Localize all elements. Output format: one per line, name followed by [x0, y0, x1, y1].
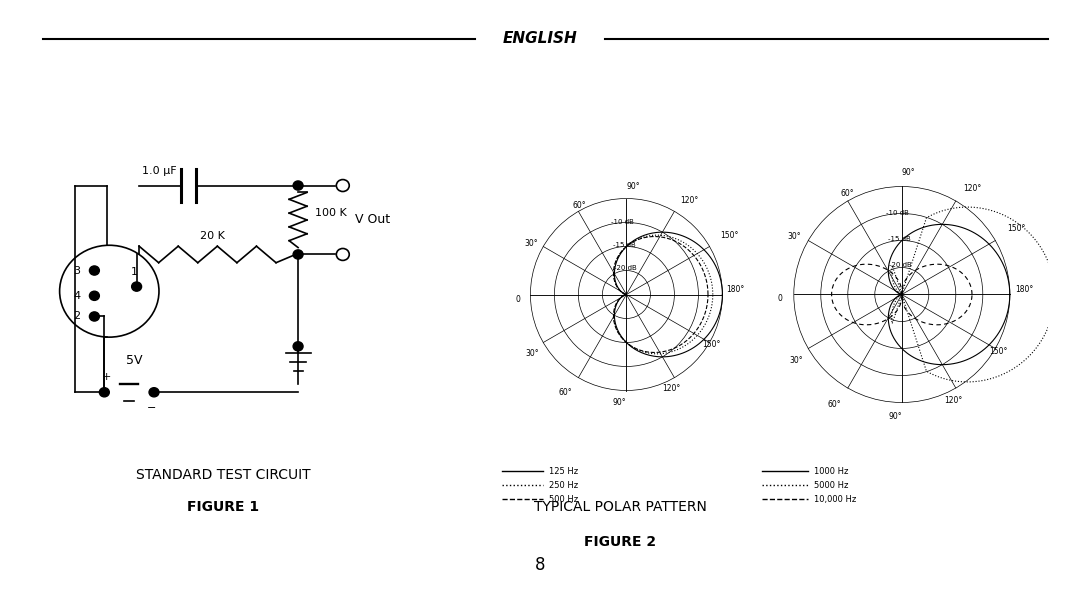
Text: V Out: V Out — [355, 213, 390, 227]
Circle shape — [99, 388, 109, 397]
Text: 3: 3 — [73, 266, 81, 276]
Text: 90°: 90° — [612, 399, 626, 408]
Text: 20 K: 20 K — [200, 231, 225, 241]
Text: 250 Hz: 250 Hz — [549, 481, 578, 490]
Text: 60°: 60° — [558, 389, 572, 398]
Text: -15 dB: -15 dB — [612, 242, 635, 248]
Circle shape — [90, 291, 99, 300]
Text: 30°: 30° — [524, 239, 538, 249]
Text: 180°: 180° — [726, 286, 744, 294]
Text: TYPICAL POLAR PATTERN: TYPICAL POLAR PATTERN — [534, 499, 706, 514]
Text: 8: 8 — [535, 557, 545, 574]
Text: FIGURE 1: FIGURE 1 — [188, 500, 259, 514]
Text: FIGURE 2: FIGURE 2 — [584, 535, 657, 549]
Text: 500 Hz: 500 Hz — [549, 495, 578, 504]
Text: 90°: 90° — [902, 168, 916, 177]
Text: 1: 1 — [131, 267, 137, 277]
Text: ENGLISH: ENGLISH — [502, 31, 578, 47]
Text: -20 dB: -20 dB — [613, 265, 636, 271]
Text: 100 K: 100 K — [315, 208, 347, 218]
Text: 60°: 60° — [572, 200, 585, 210]
Text: 1000 Hz: 1000 Hz — [814, 466, 849, 476]
Text: 4: 4 — [73, 291, 81, 301]
Text: +: + — [103, 372, 111, 382]
Text: 120°: 120° — [662, 384, 680, 393]
Text: 10,000 Hz: 10,000 Hz — [814, 495, 856, 504]
Text: 1.0 μF: 1.0 μF — [141, 166, 176, 176]
Text: -15 dB: -15 dB — [888, 236, 910, 242]
Text: 120°: 120° — [945, 396, 963, 405]
Text: −: − — [147, 403, 157, 413]
Circle shape — [293, 342, 303, 351]
Text: 90°: 90° — [888, 412, 902, 421]
Text: 125 Hz: 125 Hz — [549, 466, 578, 476]
Circle shape — [90, 312, 99, 321]
Text: -20 dB: -20 dB — [889, 262, 912, 269]
Text: 30°: 30° — [789, 356, 802, 365]
Text: 60°: 60° — [840, 189, 854, 198]
Circle shape — [132, 282, 141, 291]
Text: 180°: 180° — [1015, 286, 1032, 294]
Text: 0: 0 — [515, 294, 521, 303]
Circle shape — [293, 181, 303, 190]
Text: 60°: 60° — [827, 400, 840, 409]
Text: 150°: 150° — [1008, 224, 1026, 233]
Text: 0: 0 — [778, 294, 782, 303]
Text: 150°: 150° — [989, 346, 1008, 356]
Circle shape — [149, 388, 159, 397]
Text: -10 dB: -10 dB — [887, 210, 909, 216]
Circle shape — [293, 250, 303, 259]
Circle shape — [90, 266, 99, 275]
Text: 2: 2 — [73, 312, 81, 322]
Text: 150°: 150° — [720, 231, 739, 240]
Text: 5000 Hz: 5000 Hz — [814, 481, 849, 490]
Text: 30°: 30° — [526, 349, 539, 358]
Text: 120°: 120° — [963, 184, 981, 193]
Text: 90°: 90° — [626, 181, 640, 190]
Text: 5V: 5V — [126, 354, 143, 367]
Text: 150°: 150° — [702, 340, 720, 349]
Text: 30°: 30° — [787, 233, 801, 241]
Text: 120°: 120° — [680, 196, 699, 205]
Text: STANDARD TEST CIRCUIT: STANDARD TEST CIRCUIT — [136, 468, 311, 482]
Text: -10 dB: -10 dB — [611, 219, 634, 224]
